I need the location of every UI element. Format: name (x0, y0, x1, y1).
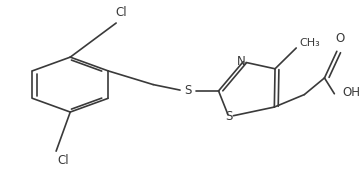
Text: OH: OH (342, 86, 360, 99)
Text: Cl: Cl (58, 154, 69, 167)
Text: S: S (225, 110, 233, 123)
Text: N: N (237, 55, 246, 68)
Text: Cl: Cl (116, 6, 127, 19)
Text: O: O (336, 32, 345, 45)
Text: S: S (184, 84, 191, 97)
Text: CH₃: CH₃ (300, 38, 321, 48)
